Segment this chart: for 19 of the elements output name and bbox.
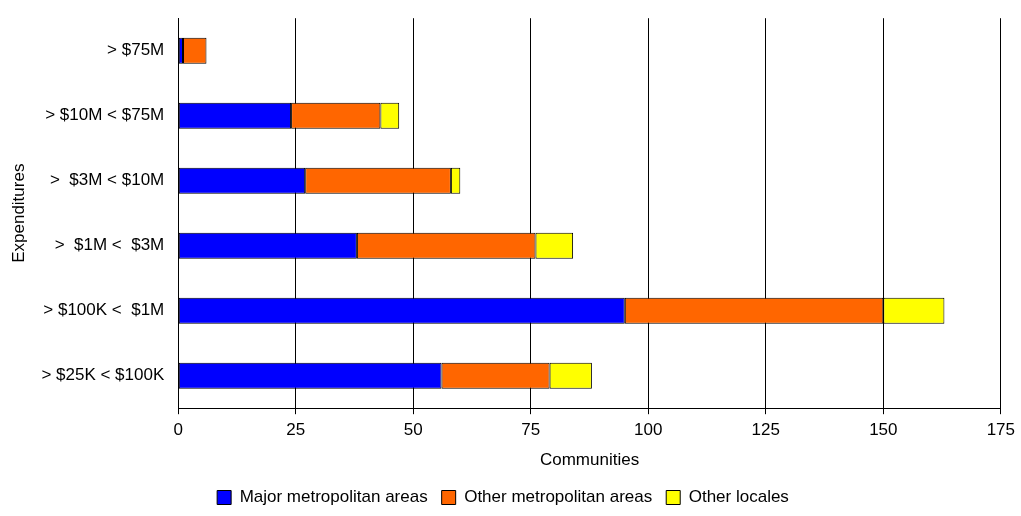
x-tick-label: 150 <box>869 420 898 440</box>
x-tick-label: 0 <box>173 420 184 440</box>
y-axis-title: Expenditures <box>8 163 28 263</box>
y-tick-label: > $75M <box>107 40 165 60</box>
x-tick-label: 75 <box>521 420 541 440</box>
y-tick-label: > $100K < $1M <box>43 300 165 320</box>
y-tick-label: > $1M < $3M <box>54 235 165 255</box>
y-tick-label: > $25K < $100K <box>41 365 165 385</box>
x-tick-label: 175 <box>986 420 1016 440</box>
legend-label: Major metropolitan areas <box>239 487 428 507</box>
legend-label: Other locales <box>688 487 789 507</box>
legend-label: Other metropolitan areas <box>464 487 653 507</box>
x-tick-label: 25 <box>286 420 306 440</box>
x-axis-title: Communities <box>539 450 640 470</box>
x-tick-label: 50 <box>403 420 423 440</box>
x-tick-label: 125 <box>751 420 780 440</box>
x-tick-label: 100 <box>634 420 663 440</box>
y-tick-label: > $10M < $75M <box>45 105 165 125</box>
y-tick-label: > $3M < $10M <box>49 170 165 190</box>
